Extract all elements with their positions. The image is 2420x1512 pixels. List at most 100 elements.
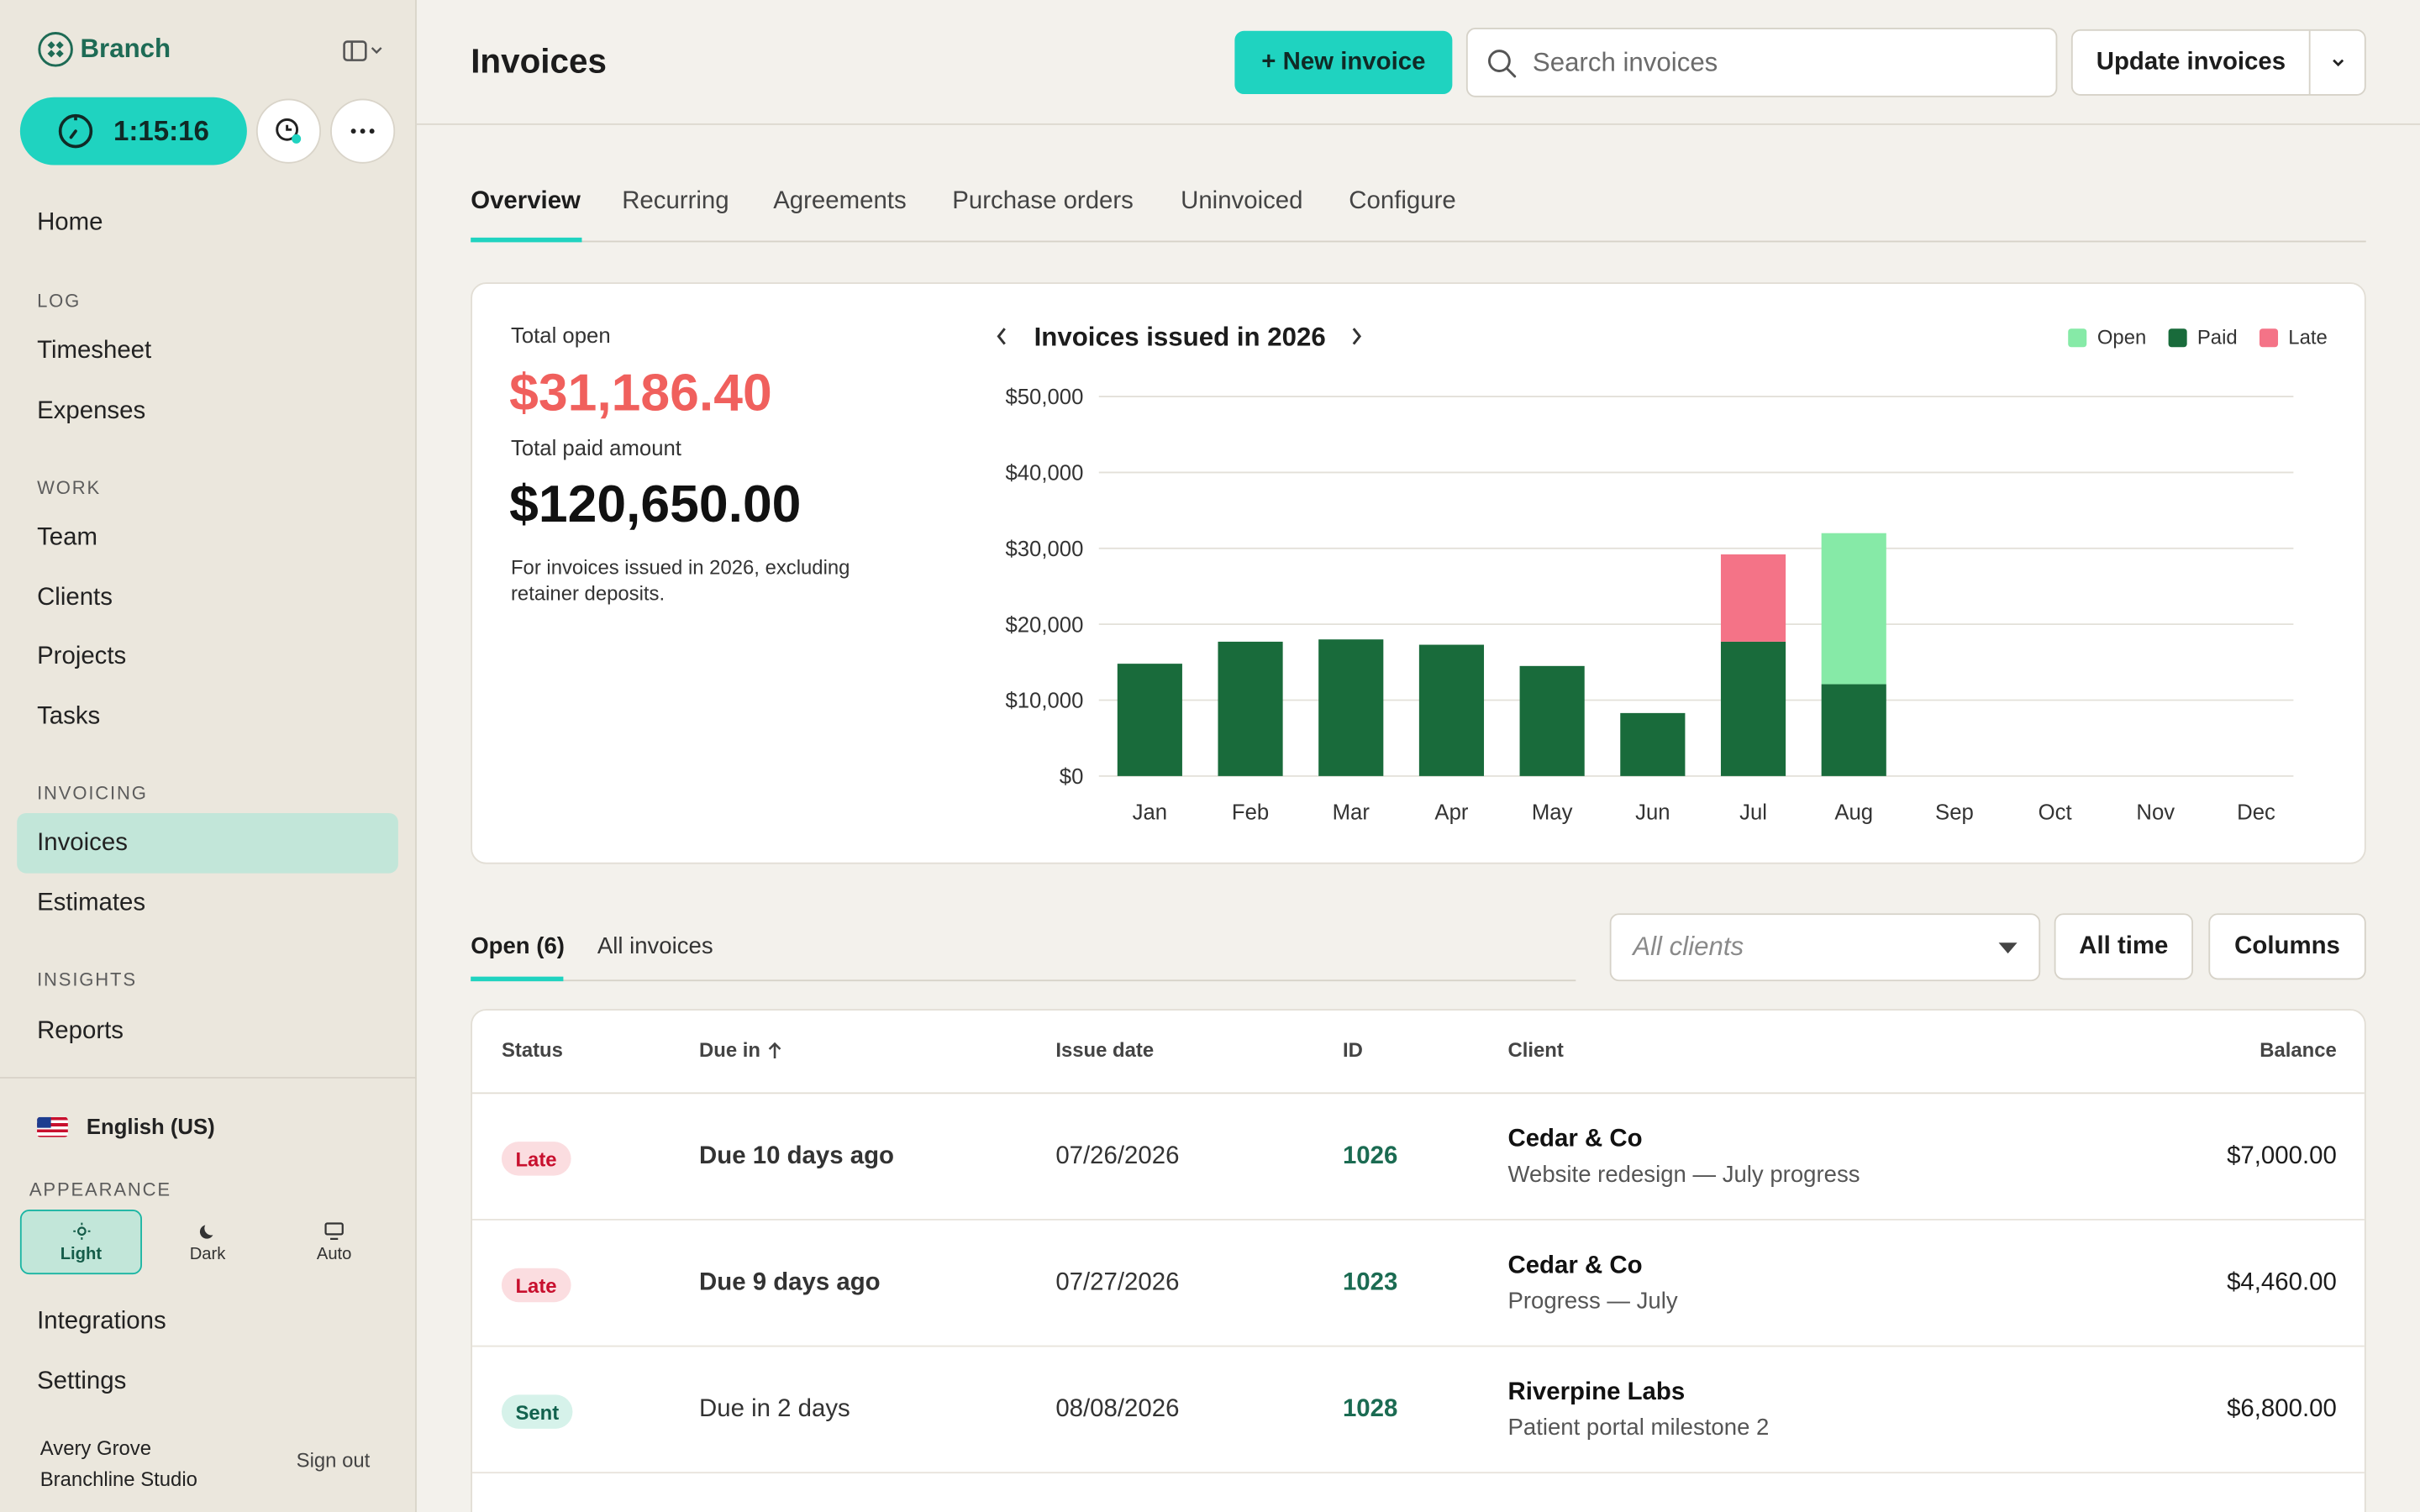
timer-button[interactable]: 1:15:16	[19, 97, 247, 165]
legend-label-paid: Paid	[2196, 325, 2238, 349]
x-tick-label: Jul	[1739, 801, 1767, 824]
user-company: Branchline Studio	[39, 1467, 197, 1491]
invoice-id-link[interactable]: 1026	[1342, 1143, 1398, 1170]
issue-date-cell: 07/26/2026	[1055, 1143, 1180, 1170]
total-open-value: $31,186.40	[509, 364, 772, 423]
balance-cell: $4,460.00	[2227, 1269, 2337, 1296]
tab-agreements[interactable]: Agreements	[773, 188, 907, 215]
tab-uninvoiced[interactable]: Uninvoiced	[1181, 188, 1303, 215]
sidebar-item-invoices[interactable]: Invoices	[37, 830, 128, 857]
sidebar-active-highlight	[17, 812, 398, 874]
table-row[interactable]: Sent Due in 2 days 08/08/2026 1028 River…	[472, 1347, 2365, 1474]
sidebar-item-integrations[interactable]: Integrations	[37, 1308, 166, 1335]
language-selector[interactable]: English (US)	[37, 1114, 215, 1139]
balance-cell: $6,800.00	[2227, 1396, 2337, 1423]
user-info: Avery Grove Branchline Studio	[40, 1433, 197, 1494]
header-client[interactable]: Client	[1507, 1038, 1564, 1062]
chart-title: Invoices issued in 2026	[1034, 322, 1326, 352]
sidebar-item-projects[interactable]: Projects	[37, 643, 127, 670]
bar-paid-jun	[1620, 712, 1686, 776]
search-icon	[1487, 49, 1517, 77]
invoice-id-link[interactable]: 1028	[1342, 1396, 1398, 1423]
columns-button[interactable]: Columns	[2208, 913, 2366, 980]
add-time-entry-button[interactable]	[255, 98, 322, 164]
header-balance[interactable]: Balance	[2260, 1038, 2337, 1062]
sidebar-panel-icon	[343, 40, 367, 61]
legend-swatch-paid	[2167, 328, 2187, 347]
time-range-button[interactable]: All time	[2054, 913, 2194, 980]
sidebar-item-reports[interactable]: Reports	[37, 1018, 124, 1045]
sidebar-divider	[0, 1077, 417, 1079]
invoice-id-link[interactable]: 1023	[1342, 1269, 1398, 1296]
tab-purchase-orders[interactable]: Purchase orders	[952, 188, 1134, 215]
sidebar-section-invoicing: INVOICING	[37, 782, 148, 804]
x-tick-label: Nov	[2136, 801, 2175, 824]
header-due-in[interactable]: Due in	[699, 1038, 782, 1062]
tab-open-invoices[interactable]: Open (6)	[471, 933, 565, 960]
theme-dark-label: Dark	[189, 1244, 226, 1263]
tab-recurring[interactable]: Recurring	[622, 188, 729, 215]
clients-filter-select[interactable]: All clients	[1609, 913, 2041, 982]
table-row[interactable]: Late Due 9 days ago 07/27/2026 1023 Ceda…	[472, 1221, 2365, 1347]
sidebar-item-home[interactable]: Home	[37, 209, 103, 237]
chevron-left-icon	[997, 328, 1006, 345]
client-name: Riverpine Labs	[1507, 1379, 1686, 1406]
language-label: English (US)	[86, 1114, 215, 1139]
page-title: Invoices	[471, 41, 607, 81]
sign-out-link[interactable]: Sign out	[296, 1448, 371, 1473]
sidebar-item-tasks[interactable]: Tasks	[37, 703, 101, 730]
legend-paid: Paid	[2167, 325, 2238, 349]
header-status[interactable]: Status	[501, 1038, 563, 1062]
theme-dark-button[interactable]: Dark	[146, 1210, 268, 1274]
sidebar: Branch 1:15:16 Home LOG Timesheet Expens…	[0, 0, 417, 1512]
header-issue-date[interactable]: Issue date	[1055, 1038, 1155, 1062]
brand-name: Branch	[80, 34, 171, 64]
appearance-label: APPEARANCE	[29, 1179, 171, 1200]
table-row[interactable]: Late Due 10 days ago 07/26/2026 1026 Ced…	[472, 1094, 2365, 1221]
client-name: Cedar & Co	[1507, 1252, 1643, 1279]
tab-overview[interactable]: Overview	[471, 188, 581, 215]
invoices-bar-chart: $0 $10,000 $20,000 $30,000 $40,000 $50,000 Jan…	[1005, 386, 2294, 824]
legend-open: Open	[2067, 326, 2146, 349]
table-header: Status Due in Issue date ID Client Balan…	[472, 1011, 2365, 1095]
update-invoices-button[interactable]: Update invoices	[2096, 48, 2286, 76]
brand[interactable]: Branch	[37, 31, 171, 68]
bar-paid-feb	[1218, 641, 1283, 776]
y-tick-label: $20,000	[1005, 613, 1083, 637]
header-id[interactable]: ID	[1342, 1038, 1363, 1062]
monitor-icon	[324, 1221, 344, 1240]
tab-configure[interactable]: Configure	[1349, 188, 1456, 215]
subtab-active-indicator	[471, 976, 564, 982]
x-tick-label: Feb	[1232, 801, 1269, 824]
due-in-cell: Due in 2 days	[699, 1396, 850, 1423]
sidebar-item-expenses[interactable]: Expenses	[37, 397, 146, 425]
summary-note: For invoices issued in 2026, excluding r…	[510, 555, 850, 606]
sidebar-item-estimates[interactable]: Estimates	[37, 890, 146, 917]
search-box	[1465, 28, 2058, 97]
new-invoice-button[interactable]: + New invoice	[1234, 30, 1453, 95]
chart-next-year-button[interactable]	[1349, 323, 1364, 355]
theme-light-button[interactable]: Light	[19, 1210, 142, 1275]
sidebar-item-timesheet[interactable]: Timesheet	[37, 338, 152, 365]
sidebar-toggle-button[interactable]	[343, 40, 383, 62]
sidebar-item-clients[interactable]: Clients	[37, 585, 113, 612]
bar-paid-apr	[1418, 644, 1485, 776]
search-input[interactable]	[1532, 47, 2027, 78]
sidebar-item-team[interactable]: Team	[37, 524, 97, 551]
tab-all-invoices[interactable]: All invoices	[597, 933, 713, 960]
invoice-tabs: Overview Recurring Agreements Purchase o…	[471, 170, 2366, 243]
sidebar-item-settings[interactable]: Settings	[37, 1368, 127, 1395]
theme-auto-button[interactable]: Auto	[273, 1210, 395, 1274]
issue-date-cell: 07/27/2026	[1055, 1269, 1180, 1296]
chart-prev-year-button[interactable]	[994, 323, 1009, 355]
invoice-description: Website redesign — July progress	[1507, 1162, 1860, 1189]
total-paid-value: $120,650.00	[509, 475, 802, 534]
more-options-button[interactable]	[330, 98, 396, 164]
chevron-down-icon	[2332, 59, 2344, 67]
update-invoices-menu-button[interactable]	[2309, 30, 2365, 95]
x-tick-label: Mar	[1333, 801, 1370, 824]
invoice-list-tabs: Open (6) All invoices	[471, 920, 1576, 982]
legend-swatch-late	[2259, 328, 2278, 347]
us-flag-icon	[37, 1116, 68, 1137]
